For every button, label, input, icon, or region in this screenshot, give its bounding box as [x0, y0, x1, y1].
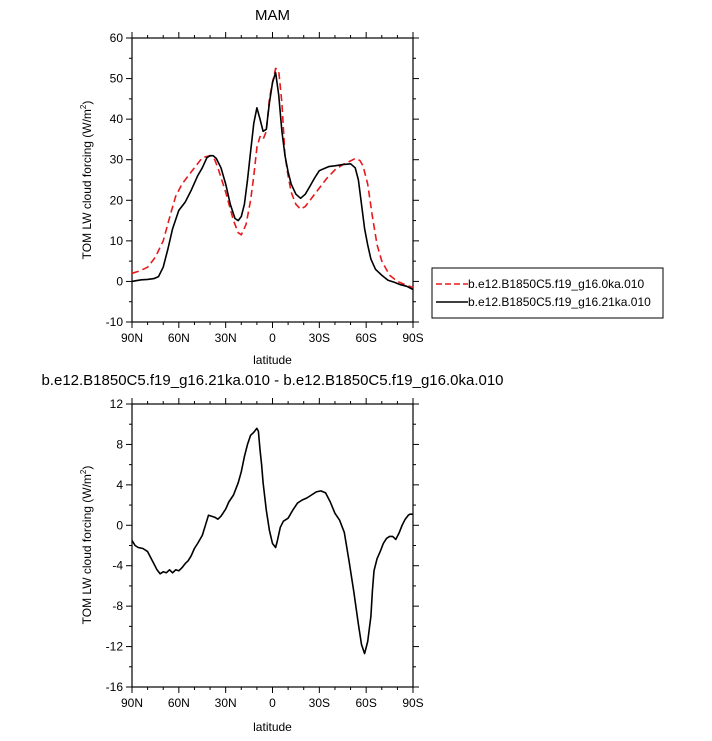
- bottom-x-tick-label: 30S: [309, 696, 330, 710]
- top-x-axis-label: latitude: [253, 353, 292, 367]
- top-panel: MAM 90N 60N 30N 0 30S 60S 90S -10 0 10 20 30 40 50 60…: [79, 7, 664, 367]
- top-y-tick-label: 60: [110, 31, 124, 45]
- legend-label-0ka: b.e12.B1850C5.f19_g16.0ka.010: [468, 277, 644, 291]
- top-chart-title: MAM: [255, 7, 290, 24]
- top-y-tick-label: 0: [116, 274, 123, 288]
- bottom-y-tick-label: -8: [112, 599, 123, 613]
- bottom-x-tick-label: 30N: [215, 696, 237, 710]
- top-x-tick-label: 30N: [215, 331, 237, 345]
- bottom-x-ticks: 90N 60N 30N 0 30S 60S 90S: [121, 398, 424, 710]
- bottom-panel: b.e12.B1850C5.f19_g16.21ka.010 - b.e12.B…: [41, 372, 503, 734]
- top-x-tick-label: 30S: [309, 331, 330, 345]
- bottom-chart-title: b.e12.B1850C5.f19_g16.21ka.010 - b.e12.B…: [41, 372, 503, 389]
- bottom-series-line-0: [131, 427, 413, 655]
- bottom-y-tick-label: -4: [112, 559, 123, 573]
- bottom-y-tick-label: 8: [116, 437, 123, 451]
- bottom-y-axis-label: TOM LW cloud forcing (W/m2): [79, 466, 94, 625]
- bottom-x-tick-label: 90N: [121, 696, 143, 710]
- legend-box: [431, 267, 664, 319]
- bottom-y-tick-label: 4: [116, 478, 123, 492]
- bottom-y-tick-label: 12: [110, 397, 124, 411]
- top-x-tick-label: 60S: [355, 331, 376, 345]
- bottom-y-ticks: -16 -12 -8 -4 0 4 8 12: [106, 397, 419, 694]
- bottom-x-tick-label: 60N: [168, 696, 190, 710]
- top-y-tick-label: 10: [110, 234, 124, 248]
- top-y-tick-label: 50: [110, 72, 124, 86]
- bottom-y-tick-label: -12: [106, 640, 124, 654]
- bottom-x-tick-label: 60S: [355, 696, 376, 710]
- top-y-tick-label: 30: [110, 153, 124, 167]
- bottom-series-lines: [131, 427, 413, 655]
- top-legend: b.e12.B1850C5.f19_g16.0ka.010 b.e12.B185…: [431, 267, 664, 319]
- top-x-tick-label: 90S: [402, 331, 423, 345]
- top-x-ticks: 90N 60N 30N 0 30S 60S 90S: [121, 32, 424, 345]
- top-y-tick-label: 40: [110, 112, 124, 126]
- legend-label-21ka: b.e12.B1850C5.f19_g16.21ka.010: [468, 295, 651, 309]
- bottom-x-tick-label: 0: [269, 696, 276, 710]
- top-y-ticks: -10 0 10 20 30 40 50 60: [106, 31, 419, 329]
- top-x-tick-label: 0: [269, 331, 276, 345]
- top-y-tick-label: 20: [110, 193, 124, 207]
- bottom-y-tick-label: -16: [106, 680, 124, 694]
- top-y-axis-label: TOM LW cloud forcing (W/m2): [79, 101, 94, 260]
- top-x-tick-label: 60N: [168, 331, 190, 345]
- top-x-tick-label: 90N: [121, 331, 143, 345]
- bottom-x-tick-label: 90S: [402, 696, 423, 710]
- bottom-y-tick-label: 0: [116, 518, 123, 532]
- bottom-plot-frame: [131, 403, 414, 688]
- top-y-tick-label: -10: [106, 315, 124, 329]
- top-series-lines: [131, 67, 414, 291]
- top-series-line-1: [131, 71, 414, 291]
- bottom-x-axis-label: latitude: [253, 720, 292, 734]
- top-series-line-0: [131, 67, 414, 289]
